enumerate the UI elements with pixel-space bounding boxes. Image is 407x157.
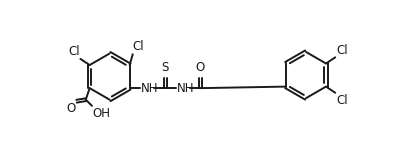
Text: NH: NH (177, 82, 194, 95)
Text: Cl: Cl (133, 41, 144, 54)
Text: S: S (162, 61, 169, 74)
Text: O: O (66, 102, 76, 115)
Text: Cl: Cl (336, 94, 348, 107)
Text: NH: NH (140, 82, 158, 95)
Text: OH: OH (93, 107, 111, 120)
Text: O: O (196, 61, 205, 74)
Text: Cl: Cl (336, 44, 348, 57)
Text: Cl: Cl (68, 45, 80, 58)
